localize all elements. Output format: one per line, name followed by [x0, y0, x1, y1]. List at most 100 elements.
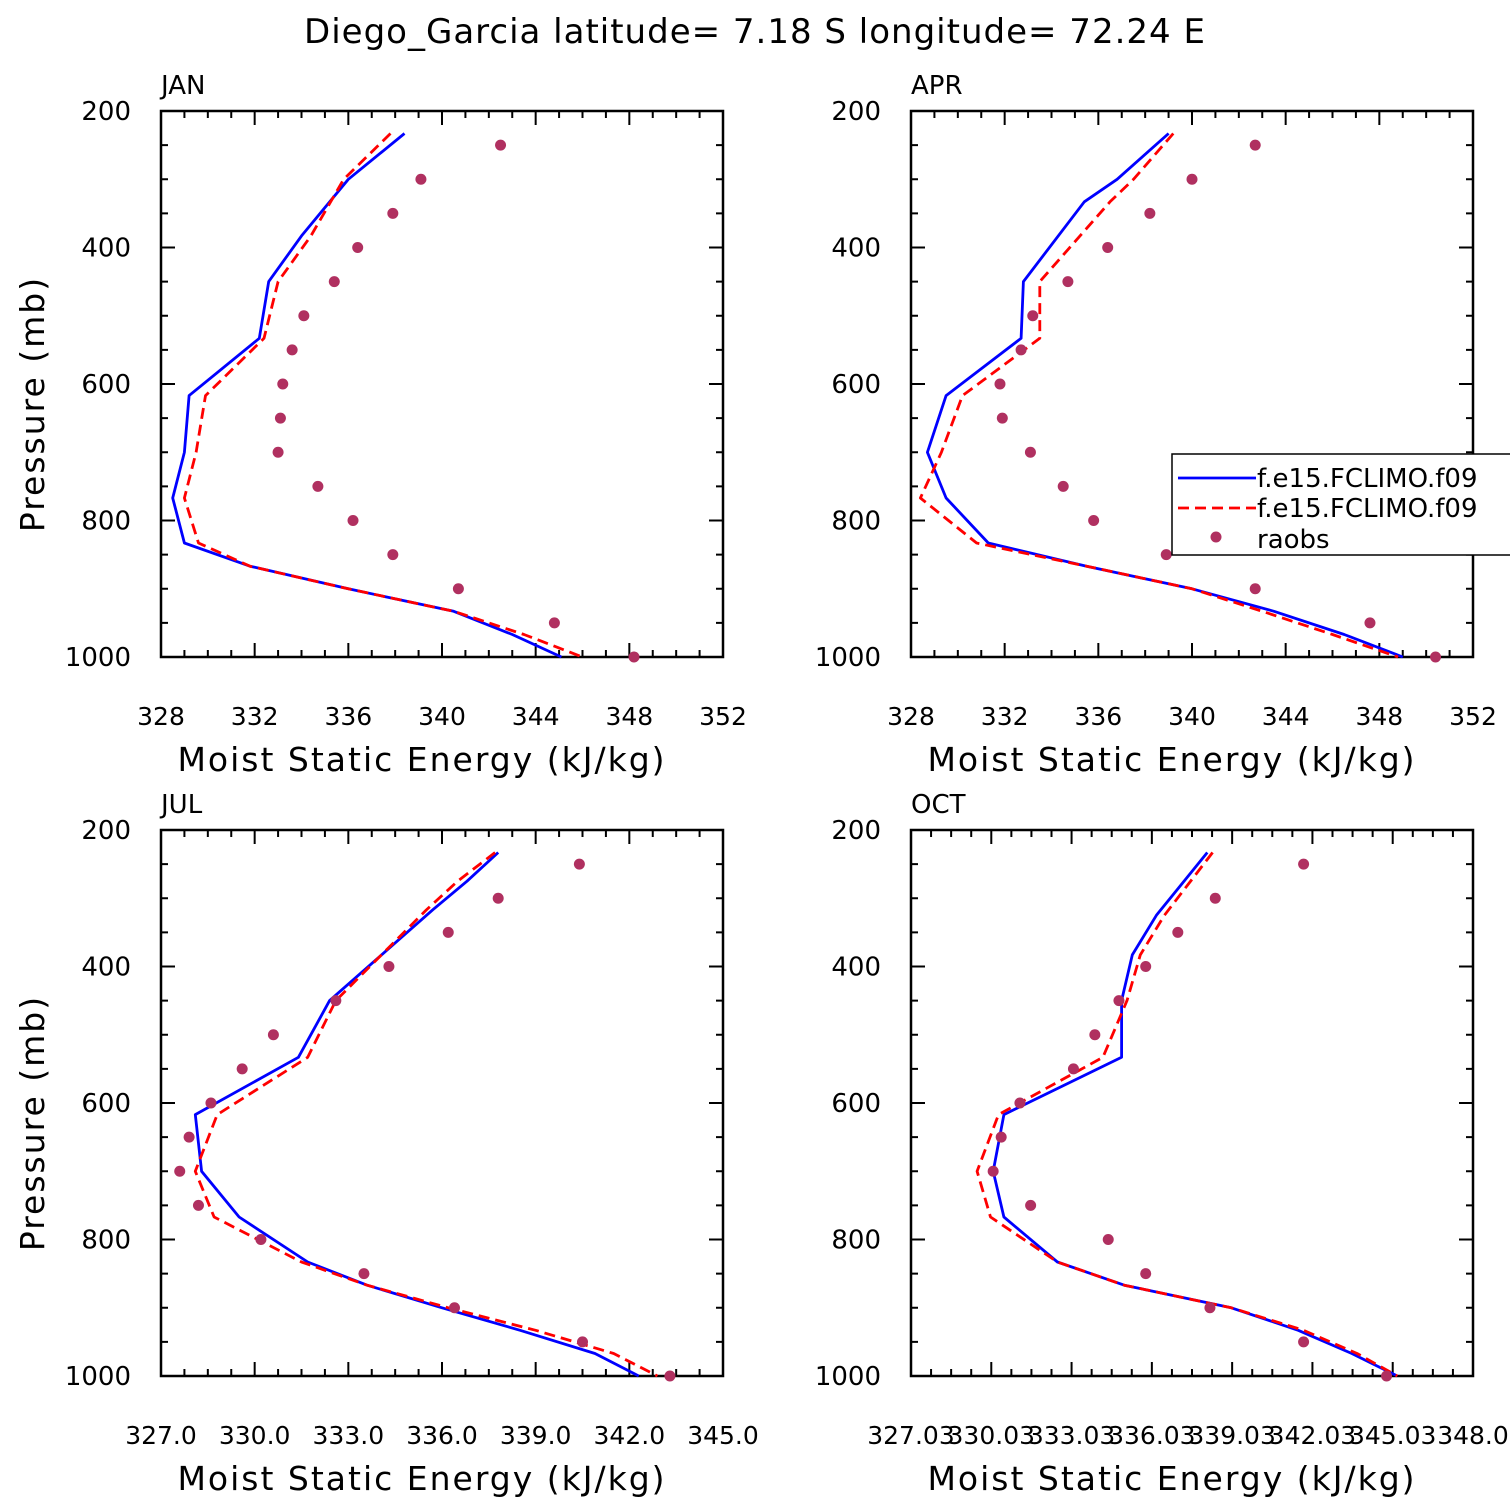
- x-tick-label: 340: [1168, 702, 1216, 731]
- x-tick-label: 345.0: [687, 1421, 759, 1450]
- raobs-point: [1186, 173, 1198, 185]
- plot-frame: [909, 828, 1475, 1378]
- raobs-point: [1430, 651, 1442, 663]
- figure-title: Diego_Garcia latitude= 7.18 S longitude=…: [304, 12, 1206, 52]
- raobs-point: [452, 583, 464, 595]
- raobs-point: [330, 995, 342, 1007]
- y-tick-label: 800: [81, 1226, 131, 1256]
- x-tick-label: 327.03: [867, 1421, 954, 1450]
- y-tick-label: 200: [831, 816, 881, 846]
- y-tick-label: 800: [831, 1226, 881, 1256]
- x-axis-label: Moist Static Energy (kJ/kg): [177, 740, 666, 779]
- y-tick-label: 1000: [815, 643, 881, 673]
- y-tick-label: 400: [831, 953, 881, 983]
- series-line-2: [182, 132, 584, 659]
- raobs-point: [1088, 515, 1100, 526]
- raobs-point: [1364, 617, 1376, 629]
- x-tick-label: 332: [231, 702, 279, 731]
- raobs-point: [1298, 858, 1310, 870]
- raobs-point: [1089, 1029, 1101, 1041]
- x-tick-label: 327.0: [125, 1421, 197, 1450]
- y-tick-label: 600: [81, 1089, 131, 1119]
- x-tick-label: 328: [137, 702, 185, 731]
- series-line-1: [926, 132, 1404, 659]
- x-tick-label: 336.0: [406, 1421, 478, 1450]
- raobs-point: [1102, 242, 1114, 253]
- y-tick-label: 400: [81, 234, 131, 264]
- x-tick-label: 333.03: [1028, 1421, 1115, 1450]
- raobs-point: [358, 1268, 370, 1280]
- series-line-2: [919, 132, 1399, 659]
- x-tick-label: 342.03: [1269, 1421, 1356, 1450]
- x-axis-label: Moist Static Energy (kJ/kg): [177, 1459, 666, 1498]
- raobs-point: [1204, 1302, 1216, 1314]
- raobs-point: [347, 515, 359, 526]
- raobs-point: [987, 1165, 999, 1177]
- raobs-point: [255, 1234, 267, 1245]
- x-tick-label: 348: [1355, 702, 1403, 731]
- series-line-1: [991, 851, 1398, 1378]
- legend-label: f.e15.FCLIMO.f09: [1257, 464, 1477, 494]
- raobs-point: [548, 617, 560, 629]
- x-tick-label: 344: [512, 702, 560, 731]
- raobs-point: [192, 1199, 204, 1211]
- x-tick-label: 336: [324, 702, 372, 731]
- series-line-2: [975, 851, 1398, 1378]
- y-axis-label: Pressure (mb): [13, 995, 52, 1251]
- x-tick-label: 339.03: [1188, 1421, 1275, 1450]
- x-tick-label: 348: [605, 702, 653, 731]
- raobs-point: [1209, 892, 1221, 904]
- panel-title: OCT: [911, 790, 966, 820]
- legend-box: [1171, 453, 1510, 556]
- raobs-point: [174, 1165, 186, 1177]
- x-axis-label: Moist Static Energy (kJ/kg): [927, 1459, 1416, 1498]
- series-line-2: [193, 851, 659, 1378]
- raobs-point: [628, 651, 640, 663]
- raobs-point: [1113, 995, 1125, 1007]
- raobs-point: [387, 549, 399, 561]
- y-tick-label: 600: [831, 370, 881, 400]
- raobs-point: [664, 1370, 676, 1382]
- panel-title: APR: [911, 71, 963, 101]
- raobs-point: [1140, 961, 1152, 972]
- raobs-point: [1249, 139, 1261, 151]
- y-tick-label: 1000: [65, 643, 131, 673]
- raobs-point: [492, 892, 504, 904]
- raobs-point: [577, 1336, 588, 1348]
- raobs-point: [1140, 1268, 1152, 1280]
- x-tick-label: 345.03: [1349, 1421, 1436, 1450]
- raobs-point: [1027, 310, 1039, 322]
- raobs-point: [1025, 1199, 1037, 1211]
- y-tick-label: 800: [81, 507, 131, 537]
- raobs-point: [1298, 1336, 1310, 1348]
- panel-jul: 200 400 600 800 1000 327.0 330.0 333.0 336.0 339.…: [13, 790, 759, 1498]
- y-tick-label: 1000: [65, 1362, 131, 1392]
- raobs-point: [495, 139, 507, 151]
- raobs-point: [1067, 1063, 1079, 1075]
- raobs-point: [387, 207, 399, 219]
- raobs-point: [183, 1131, 195, 1143]
- raobs-point: [1057, 480, 1069, 492]
- panel-title: JAN: [159, 71, 205, 101]
- raobs-point: [1062, 276, 1074, 288]
- raobs-point: [415, 173, 427, 185]
- raobs-point: [1172, 926, 1184, 938]
- raobs-point: [996, 412, 1008, 424]
- y-tick-label: 800: [831, 507, 881, 537]
- plot-frame: [159, 109, 725, 659]
- x-tick-label: 330.03: [948, 1421, 1035, 1450]
- x-tick-label: 348.0: [1437, 1421, 1509, 1450]
- y-tick-label: 600: [831, 1089, 881, 1119]
- series-line-1: [193, 851, 640, 1378]
- raobs-point: [272, 446, 284, 458]
- y-tick-label: 1000: [815, 1362, 881, 1392]
- raobs-point: [995, 1131, 1007, 1143]
- y-tick-label: 600: [81, 370, 131, 400]
- panel-oct: 200 400 600 800 1000 327.03330.03333.03336.03…: [815, 790, 1509, 1498]
- x-tick-label: 340: [418, 702, 466, 731]
- x-tick-label: 333.0: [313, 1421, 385, 1450]
- raobs-point: [448, 1302, 460, 1314]
- raobs-point: [274, 412, 286, 424]
